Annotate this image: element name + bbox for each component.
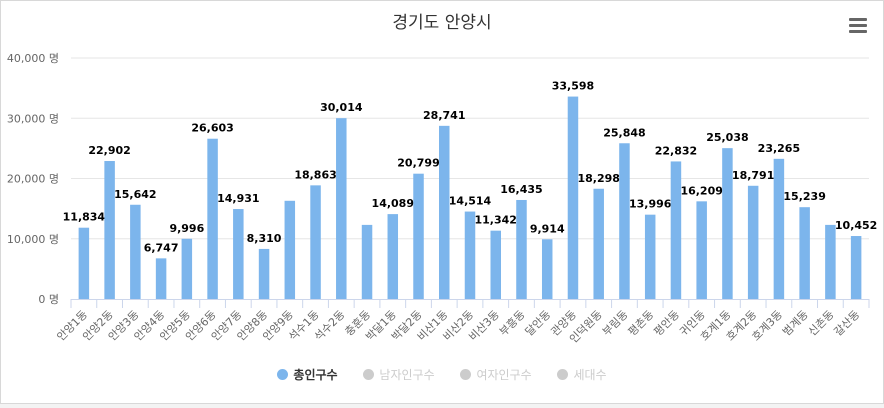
bar (104, 161, 115, 299)
x-tick-label: 부림동 (600, 308, 631, 339)
data-label: 11,834 (63, 211, 106, 224)
data-label: 20,799 (397, 157, 439, 170)
bar (696, 201, 707, 299)
legend-dot-icon (363, 369, 375, 380)
bar (155, 258, 167, 299)
legend-item-female[interactable]: 여자인구수 (460, 366, 532, 383)
data-label: 25,038 (706, 131, 748, 144)
y-tick-label: 10,000 명 (7, 233, 59, 246)
legend-dot-icon (277, 369, 289, 380)
bar (747, 185, 759, 299)
legend-label: 총인구수 (293, 368, 338, 382)
data-label: 26,603 (191, 122, 233, 135)
bar (233, 209, 244, 299)
bar (644, 214, 656, 299)
x-tick-label: 달안동 (523, 308, 554, 339)
data-label: 15,239 (783, 190, 825, 203)
data-label: 14,931 (217, 192, 259, 205)
bar (387, 214, 399, 299)
data-label: 28,741 (423, 109, 465, 122)
data-label: 14,089 (372, 197, 414, 210)
x-tick-label: 신촌동 (806, 308, 837, 339)
data-label: 25,848 (603, 126, 645, 139)
y-tick-label: 30,000 명 (7, 112, 59, 125)
chart-legend: 총인구수 남자인구수 여자인구수 세대수 (0, 366, 884, 383)
bar (181, 238, 193, 299)
bar (541, 239, 553, 299)
bar (825, 224, 836, 299)
bar (850, 236, 862, 299)
bar (464, 211, 476, 299)
data-label: 9,914 (530, 222, 565, 235)
data-label: 30,014 (320, 101, 363, 114)
x-tick-label: 평안동 (651, 308, 682, 339)
data-label: 16,209 (680, 184, 722, 197)
chart-title: 경기도 안양시 (392, 13, 492, 33)
x-tick-label: 부흥동 (496, 307, 527, 338)
bar (722, 148, 733, 299)
x-tick-label: 범계동 (780, 308, 811, 339)
data-label: 10,452 (835, 219, 877, 232)
data-label: 18,791 (732, 169, 774, 182)
y-tick-label: 0 명 (38, 293, 59, 306)
bar (619, 143, 630, 299)
legend-label: 남자인구수 (379, 368, 435, 382)
data-label: 9,996 (169, 222, 204, 235)
bar (207, 138, 218, 299)
data-label: 13,996 (629, 198, 672, 211)
bar (310, 185, 321, 299)
legend-label: 세대수 (573, 368, 607, 382)
legend-item-households[interactable]: 세대수 (557, 366, 607, 383)
bar (361, 224, 373, 299)
bar (593, 188, 604, 299)
data-label: 18,863 (294, 168, 336, 181)
data-label: 33,598 (552, 80, 594, 93)
bar (258, 248, 270, 299)
bar (78, 227, 90, 299)
legend-dot-icon (460, 369, 472, 380)
legend-dot-icon (557, 369, 569, 380)
bar (567, 96, 579, 299)
data-label: 22,902 (88, 144, 130, 157)
bar (799, 207, 810, 299)
bar (516, 199, 527, 299)
data-label: 15,642 (114, 188, 156, 201)
bar (490, 230, 501, 299)
data-label: 8,310 (247, 232, 282, 245)
data-label: 14,514 (449, 195, 492, 208)
bar (130, 204, 141, 299)
bar (413, 173, 424, 299)
y-tick-label: 40,000 명 (7, 52, 59, 65)
data-label: 18,298 (577, 172, 619, 185)
data-label: 6,747 (144, 241, 179, 254)
legend-item-total[interactable]: 총인구수 (277, 366, 338, 383)
bar (670, 161, 682, 299)
legend-item-male[interactable]: 남자인구수 (363, 366, 435, 383)
y-tick-label: 20,000 명 (7, 173, 59, 186)
hamburger-menu-icon[interactable] (849, 18, 867, 34)
data-label: 16,435 (500, 183, 542, 196)
bar (284, 200, 296, 299)
data-label: 23,265 (758, 142, 800, 155)
data-label: 22,832 (655, 144, 697, 157)
legend-label: 여자인구수 (476, 368, 532, 382)
bar (773, 158, 785, 299)
x-tick-label: 갈산동 (831, 307, 862, 338)
x-tick-label: 평촌동 (626, 308, 657, 339)
data-label: 11,342 (475, 214, 517, 227)
bar (439, 125, 450, 299)
bar (336, 118, 347, 299)
